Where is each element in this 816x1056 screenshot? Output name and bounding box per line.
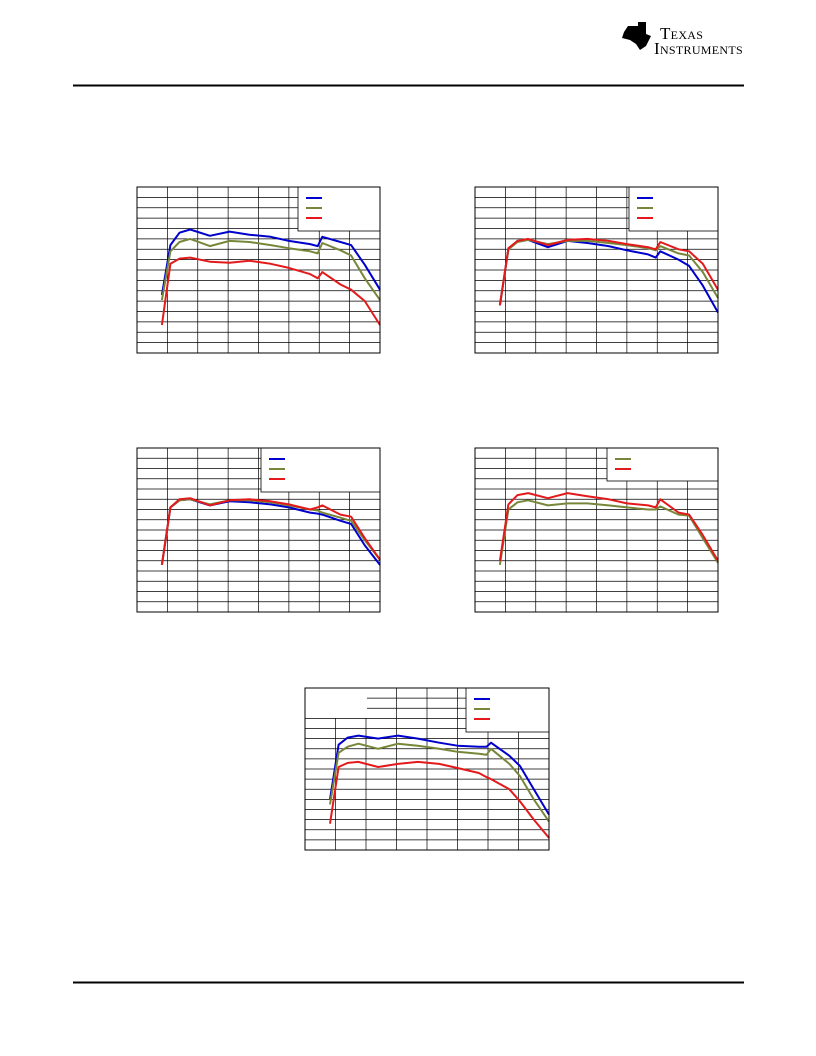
data-line bbox=[498, 499, 719, 566]
chart bbox=[136, 447, 381, 613]
data-line bbox=[160, 256, 381, 326]
data-line bbox=[160, 237, 381, 301]
blank-area bbox=[305, 688, 367, 718]
data-line bbox=[498, 492, 719, 562]
chart bbox=[474, 447, 719, 613]
plot-frame bbox=[136, 447, 381, 613]
data-line bbox=[498, 237, 719, 306]
chart bbox=[474, 186, 719, 354]
plot-frame bbox=[474, 447, 719, 613]
data-line bbox=[329, 734, 550, 816]
data-line bbox=[160, 498, 381, 566]
logo-text: Texas Instruments bbox=[654, 24, 743, 58]
chart bbox=[304, 687, 550, 851]
logo-line: Texas bbox=[660, 24, 704, 43]
chart bbox=[136, 186, 381, 354]
logo-icon bbox=[622, 22, 651, 50]
plot-frame bbox=[136, 186, 381, 354]
plot-frame bbox=[304, 687, 550, 851]
data-line bbox=[329, 760, 550, 839]
legend-box bbox=[606, 447, 719, 482]
data-line bbox=[160, 497, 381, 566]
logo-line: Instruments bbox=[654, 39, 743, 58]
plot-frame bbox=[474, 186, 719, 354]
data-line bbox=[160, 498, 381, 566]
data-line bbox=[329, 742, 550, 823]
data-line bbox=[498, 238, 719, 306]
data-line bbox=[160, 228, 381, 296]
